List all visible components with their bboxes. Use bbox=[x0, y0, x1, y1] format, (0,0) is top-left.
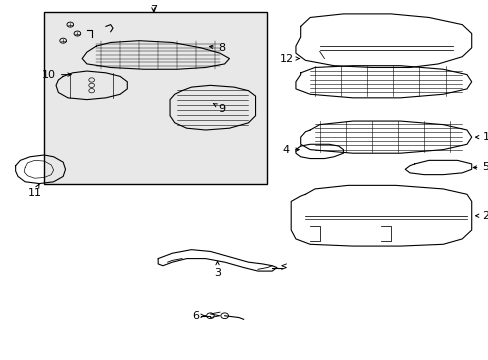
Text: 12: 12 bbox=[279, 54, 299, 64]
Text: 9: 9 bbox=[213, 104, 225, 113]
Text: 5: 5 bbox=[472, 162, 488, 172]
Text: 7: 7 bbox=[149, 5, 157, 15]
Text: 4: 4 bbox=[282, 145, 299, 155]
Text: 2: 2 bbox=[475, 211, 488, 221]
Text: 1: 1 bbox=[475, 132, 488, 142]
Text: 3: 3 bbox=[214, 261, 221, 278]
Text: 10: 10 bbox=[42, 69, 71, 80]
Text: 11: 11 bbox=[28, 184, 41, 198]
Bar bbox=[44, 12, 267, 184]
Text: 6: 6 bbox=[192, 311, 205, 321]
Text: 8: 8 bbox=[209, 43, 225, 53]
